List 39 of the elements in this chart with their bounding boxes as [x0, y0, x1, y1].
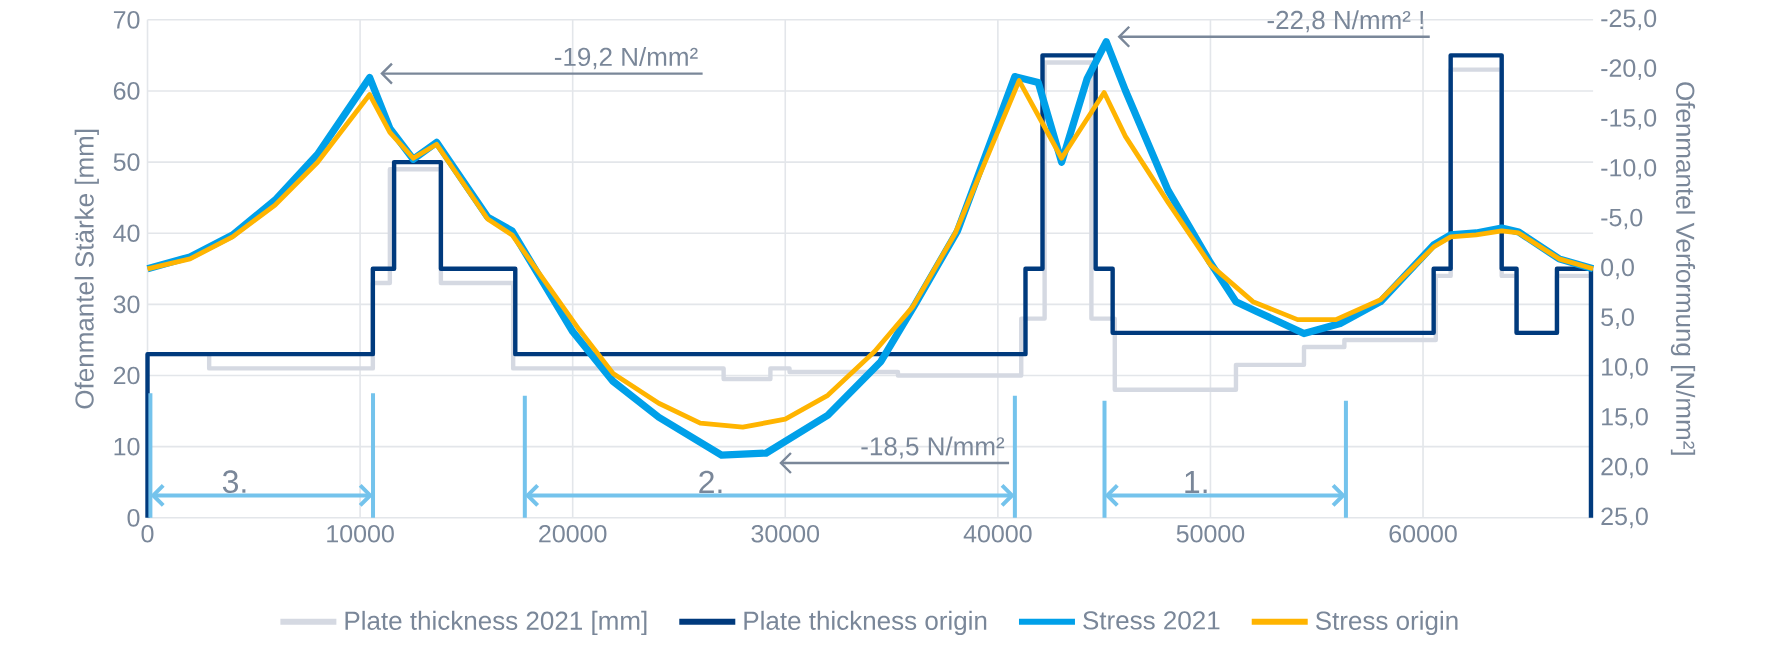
y-tick-label: 50 — [113, 153, 140, 171]
legend-label: Stress 2021 — [1083, 611, 1220, 630]
annotation: 2. — [699, 470, 722, 493]
y2-tick-label: -5,0 — [1601, 208, 1643, 230]
y-tick-label: 30 — [113, 295, 140, 314]
annotation: -19,2 N/mm² — [554, 47, 698, 70]
y-tick-label: 10 — [114, 437, 140, 456]
x-tick-label: 40000 — [963, 524, 1032, 543]
legend-label: Plate thickness 2021 [mm] — [345, 610, 647, 636]
y2-tick-label: 20,0 — [1601, 457, 1648, 479]
x-tick-label: 20000 — [539, 524, 607, 543]
y2-tick-label: -20,0 — [1601, 59, 1657, 80]
y2-axis-title: Ofenmantel Verformung [N/mm²] — [1670, 82, 1696, 455]
y2-tick-label: 25,0 — [1601, 507, 1648, 529]
x-tick-label: 10000 — [327, 524, 394, 543]
y-tick-label: 70 — [113, 10, 140, 29]
y2-tick-label: -25,0 — [1601, 9, 1657, 31]
y2-tick-label: 10,0 — [1602, 358, 1648, 379]
annotation: 1. — [1185, 470, 1207, 493]
y-tick-label: 60 — [113, 82, 140, 100]
x-tick-label: 0 — [141, 524, 154, 543]
y2-tick-label: 0,0 — [1601, 258, 1634, 280]
y2-tick-label: -10,0 — [1601, 158, 1657, 180]
line-series — [145, 78, 1596, 430]
y-tick-label: 40 — [113, 224, 140, 243]
annotation: 3. — [222, 470, 246, 493]
y-tick-label: 20 — [113, 366, 140, 385]
x-tick-label: 50000 — [1176, 524, 1245, 543]
y2-tick-label: -15,0 — [1601, 109, 1657, 130]
y-tick-label: 0 — [127, 508, 140, 527]
y2-tick-label: 15,0 — [1602, 407, 1648, 429]
annotation: -18,5 N/mm² — [861, 436, 1005, 459]
legend-label: Stress origin — [1315, 610, 1458, 636]
x-tick-label: 30000 — [751, 524, 820, 543]
y2-tick-label: 5,0 — [1601, 308, 1634, 329]
x-tick-label: 60000 — [1389, 524, 1457, 543]
y-axis-title: Ofenmantel Stärke [mm] — [74, 129, 99, 409]
legend-label: Plate thickness origin — [744, 610, 987, 636]
annotation: -22,8 N/mm² ! — [1267, 10, 1423, 33]
